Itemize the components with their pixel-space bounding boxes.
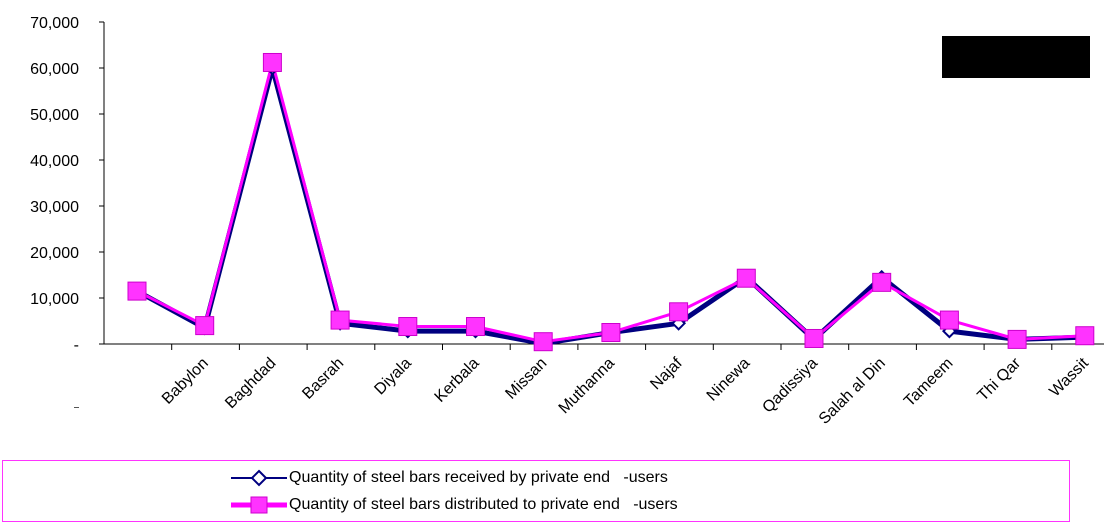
- legend-swatch-distributed: [231, 496, 287, 514]
- small-mark: [74, 407, 79, 408]
- data-point-distributed: [533, 332, 553, 352]
- data-point-distributed: [1007, 329, 1027, 349]
- axes: [103, 22, 1104, 345]
- x-tick-label: Baghdad: [222, 355, 279, 412]
- data-point-distributed: [939, 310, 959, 330]
- y-tick-label: 30,000: [30, 199, 79, 216]
- x-tick-label: Missan: [502, 355, 550, 403]
- data-point-distributed: [398, 317, 418, 337]
- x-tick-label: Najaf: [647, 354, 686, 393]
- redaction-box: [942, 36, 1090, 78]
- legend-entry-received: Quantity of steel bars received by priva…: [231, 467, 668, 489]
- x-tick-label: Qadissiya: [759, 355, 821, 417]
- x-tick-label: Babylon: [159, 355, 212, 408]
- data-point-distributed: [736, 268, 756, 288]
- x-tick-label: Muthanna: [556, 355, 618, 417]
- y-tick-label: 10,000: [30, 291, 79, 308]
- y-tick-label: 60,000: [30, 61, 79, 78]
- data-point-distributed: [804, 328, 824, 348]
- x-tick-label: Ninewa: [704, 355, 754, 405]
- data-point-distributed: [195, 316, 215, 336]
- data-point-distributed: [1075, 326, 1095, 346]
- x-tick-label: Tameem: [901, 355, 956, 410]
- x-tick-label: Salah al Din: [816, 355, 889, 428]
- legend-label-received: Quantity of steel bars received by priva…: [289, 469, 668, 486]
- data-point-distributed: [872, 272, 892, 292]
- data-point-distributed: [330, 310, 350, 330]
- x-tick-label: Thi Qar: [974, 354, 1024, 404]
- series-line-1: [136, 60, 1085, 344]
- x-axis-ticks: Babylon Baghdad Basrah Diyala Kerbala Missan M…: [159, 344, 1092, 428]
- x-tick-label: Kerbala: [432, 355, 483, 406]
- legend-entry-distributed: Quantity of steel bars distributed to pr…: [231, 494, 678, 516]
- x-tick-label: Wassit: [1046, 354, 1092, 400]
- x-tick-label: Basrah: [299, 355, 347, 403]
- data-point-distributed: [669, 302, 689, 322]
- y-tick-label: 70,000: [30, 15, 79, 32]
- y-tick-label: 20,000: [30, 245, 79, 262]
- data-point-distributed: [262, 52, 282, 72]
- data-point-distributed: [466, 317, 485, 337]
- y-tick-label: -: [74, 337, 79, 354]
- y-tick-label: 50,000: [30, 107, 79, 124]
- series-layer: [127, 52, 1095, 352]
- legend: Quantity of steel bars received by priva…: [2, 460, 1070, 522]
- line-chart: - 10,000 20,000 30,000 40,000 50,000 60,000 70,…: [30, 15, 1104, 428]
- legend-swatch-received: [231, 469, 287, 487]
- data-point-distributed: [601, 323, 621, 342]
- data-point-distributed: [127, 281, 147, 301]
- y-tick-label: 40,000: [30, 153, 79, 170]
- series-line-0: [135, 65, 1085, 347]
- legend-label-distributed: Quantity of steel bars distributed to pr…: [289, 496, 678, 513]
- x-tick-label: Diyala: [371, 355, 415, 399]
- y-axis-ticks: - 10,000 20,000 30,000 40,000 50,000 60,000 70,…: [30, 15, 104, 354]
